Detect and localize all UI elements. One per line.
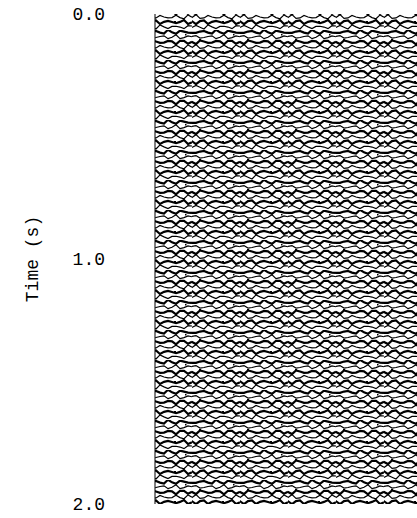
svg-text:2.0: 2.0 <box>73 495 105 515</box>
svg-text:Time (s): Time (s) <box>23 216 43 302</box>
svg-text:1.0: 1.0 <box>73 250 105 270</box>
svg-text:0.0: 0.0 <box>73 5 105 25</box>
